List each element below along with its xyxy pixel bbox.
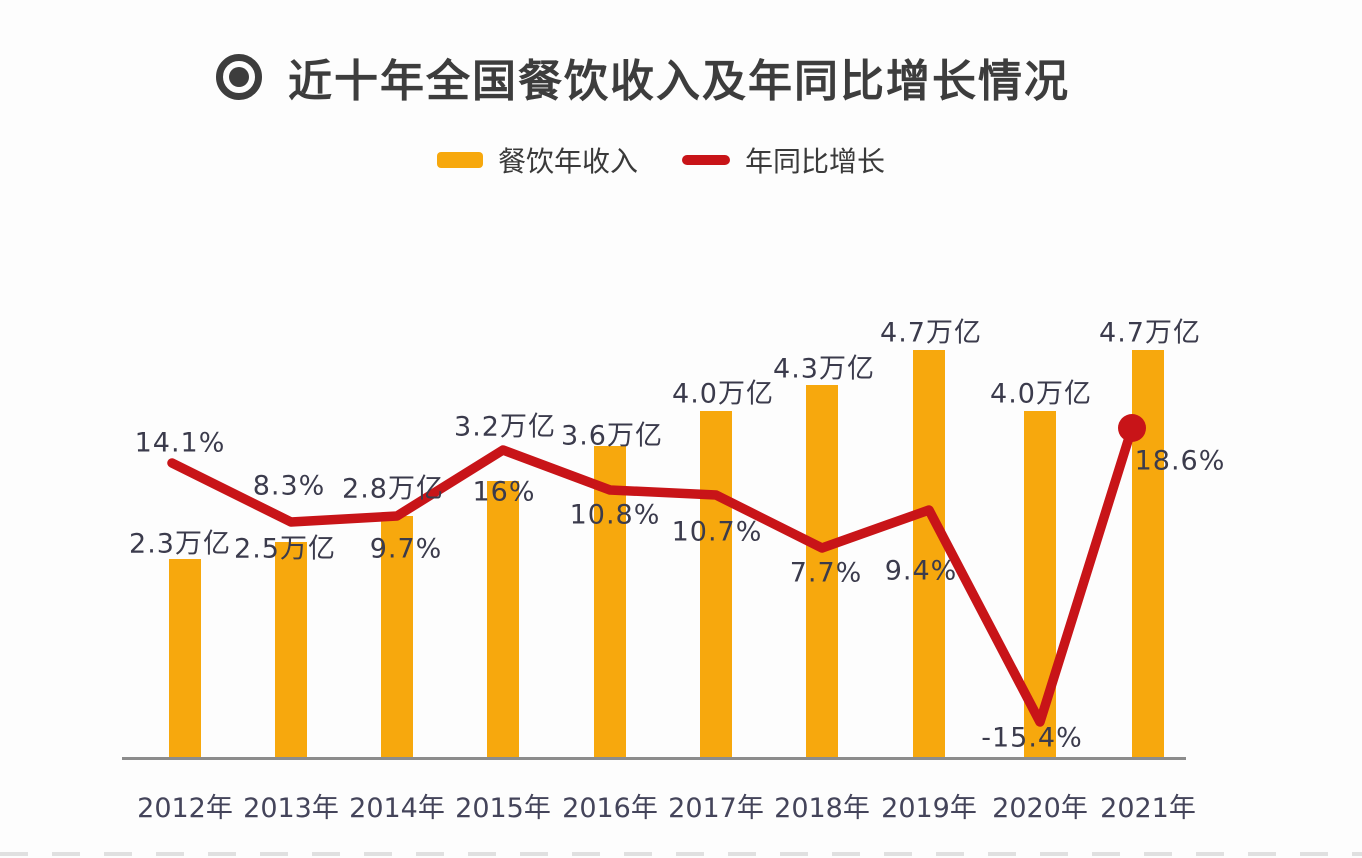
x-axis-label-2015年: 2015年 [455,793,551,824]
revenue-label-2021年: 4.7万亿 [1099,317,1201,349]
x-axis-label-2019年: 2019年 [881,793,977,824]
revenue-label-2012年: 2.3万亿 [129,528,231,560]
x-axis-line [122,757,1186,760]
bar-2012年 [169,559,201,760]
bar-2014年 [381,515,413,760]
legend-label-growth: 年同比增长 [745,145,886,178]
growth-label-2021年: 18.6% [1134,445,1226,477]
revenue-label-2014年: 2.8万亿 [342,473,444,505]
revenue-label-2015年: 3.2万亿 [454,411,556,443]
bar-2018年 [806,385,838,760]
bar-2017年 [700,411,732,760]
growth-label-2017年: 10.7% [671,516,763,548]
cropped-text-artifact [0,852,1362,856]
revenue-label-2018年: 4.3万亿 [773,353,875,385]
x-axis-label-2017年: 2017年 [668,793,764,824]
x-axis-label-2014年: 2014年 [349,793,445,824]
x-axis-label-2013年: 2013年 [243,793,339,824]
legend-item-revenue: 餐饮年收入 [437,140,638,180]
growth-swatch-icon [682,155,731,165]
legend-item-growth: 年同比增长 [682,140,885,180]
growth-line [167,423,1137,727]
chart-header: 近十年全国餐饮收入及年同比增长情况 [216,44,1070,110]
bar-2016年 [594,446,626,760]
legend-label-revenue: 餐饮年收入 [498,145,639,178]
bar-2015年 [487,480,519,760]
growth-label-2016年: 10.8% [569,499,661,531]
growth-endpoint-dot [1118,414,1146,442]
bullseye-dot [229,67,249,87]
bar-2013年 [275,542,307,760]
bullseye-icon [216,54,262,100]
growth-label-2013年: 8.3% [252,470,326,502]
growth-label-2019年: 9.4% [884,555,958,587]
growth-label-2014年: 9.7% [369,533,443,565]
x-axis-label-2021年: 2021年 [1100,793,1196,824]
chart-title: 近十年全国餐饮收入及年同比增长情况 [288,56,1070,107]
revenue-label-2013年: 2.5万亿 [234,533,336,565]
revenue-label-2020年: 4.0万亿 [990,378,1092,410]
growth-label-2015年: 16% [472,476,536,508]
growth-label-2020年: -15.4% [981,722,1083,754]
growth-label-2012年: 14.1% [134,427,226,459]
revenue-label-2019年: 4.7万亿 [880,317,982,349]
x-axis-label-2012年: 2012年 [137,793,233,824]
chart-legend: 餐饮年收入 年同比增长 [437,138,885,182]
x-axis-label-2018年: 2018年 [774,793,870,824]
bar-2019年 [913,350,945,760]
revenue-label-2017年: 4.0万亿 [672,378,774,410]
revenue-swatch-icon [437,152,483,168]
x-axis-label-2020年: 2020年 [992,793,1088,824]
growth-label-2018年: 7.7% [789,557,863,589]
x-axis-label-2016年: 2016年 [562,793,658,824]
revenue-label-2016年: 3.6万亿 [561,420,663,452]
